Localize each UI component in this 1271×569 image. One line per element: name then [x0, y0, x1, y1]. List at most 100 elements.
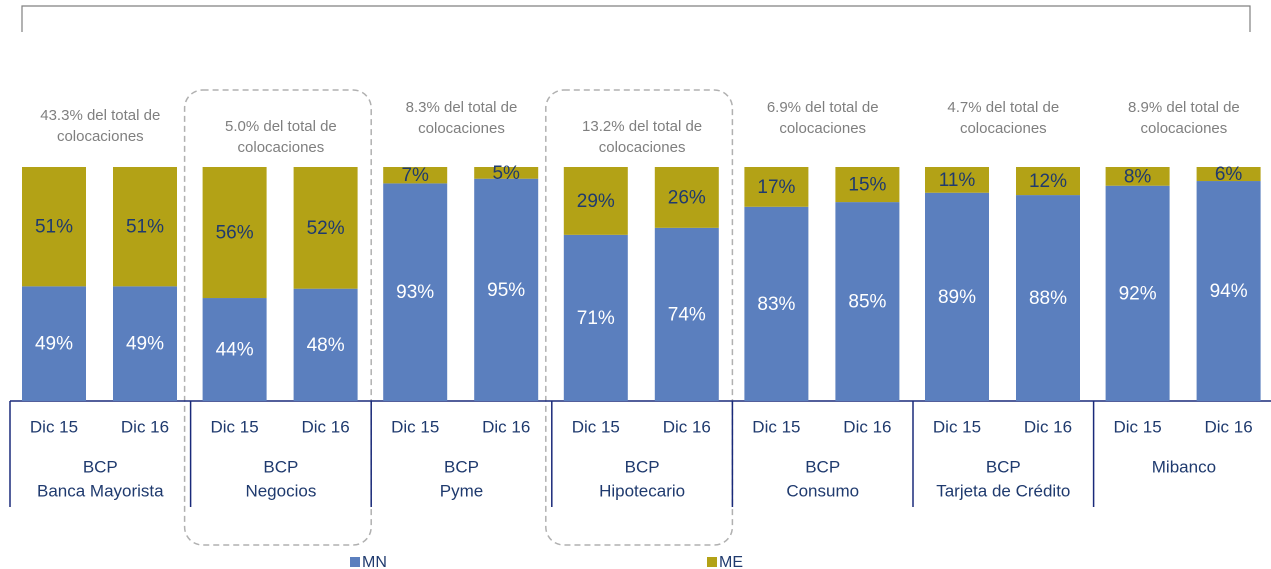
value-label: 6%: [1215, 164, 1243, 185]
bar-segment: [383, 167, 448, 184]
value-label: 83%: [757, 294, 795, 315]
bar-segment: [1016, 167, 1080, 196]
bar-segment: [383, 183, 448, 401]
x-tick-label: Dic 15: [572, 417, 620, 436]
bar-segment: [293, 167, 358, 289]
bar-segment: [654, 227, 719, 401]
bar-segment: [744, 167, 809, 207]
group-label: Consumo: [786, 481, 859, 500]
share-annotation: 4.7% del total de: [947, 99, 1059, 116]
share-annotation: colocaciones: [599, 139, 686, 156]
bar-segment: [1196, 167, 1261, 182]
value-label: 49%: [126, 334, 164, 355]
x-tick-label: Dic 16: [663, 417, 711, 436]
value-label: 52%: [307, 218, 345, 239]
bar-segment: [202, 167, 267, 299]
bar-segment: [293, 288, 358, 401]
value-label: 7%: [401, 165, 429, 186]
group-label: Pyme: [440, 481, 483, 500]
bar-segment: [202, 298, 267, 401]
group-label: Tarjeta de Crédito: [936, 481, 1070, 500]
value-label: 94%: [1210, 281, 1248, 302]
share-annotation: 43.3% del total de: [40, 107, 160, 124]
share-annotation: colocaciones: [779, 120, 866, 137]
value-label: 11%: [939, 170, 976, 191]
bar-segment: [1105, 185, 1170, 401]
bar-segment: [563, 234, 628, 401]
x-tick-label: Dic 16: [1024, 417, 1072, 436]
x-tick-label: Dic 15: [1114, 417, 1162, 436]
value-label: 71%: [577, 308, 615, 329]
bar-segment: [1016, 195, 1080, 401]
bar-segment: [563, 167, 628, 235]
bar-segment: [113, 286, 177, 401]
value-label: 12%: [1029, 171, 1067, 192]
group-label: BCP: [625, 457, 660, 476]
bar-segment: [925, 192, 989, 401]
share-annotation: 8.3% del total de: [406, 99, 518, 116]
x-tick-label: Dic 15: [391, 417, 439, 436]
x-tick-label: Dic 15: [211, 417, 259, 436]
group-label: BCP: [263, 457, 298, 476]
share-annotation: colocaciones: [1141, 120, 1228, 137]
share-annotation: 8.9% del total de: [1128, 99, 1240, 116]
value-label: 44%: [216, 340, 254, 361]
x-tick-label: Dic 16: [482, 417, 530, 436]
value-label: 85%: [848, 292, 886, 313]
value-label: 8%: [1124, 166, 1152, 187]
x-tick-label: Dic 16: [302, 417, 350, 436]
x-tick-label: Dic 16: [121, 417, 169, 436]
bar-segment: [474, 178, 539, 401]
bar-segment: [22, 167, 86, 287]
bar-segment: [1196, 181, 1261, 401]
bar-segment: [835, 202, 900, 401]
share-annotation: colocaciones: [960, 120, 1047, 137]
x-tick-label: Dic 15: [933, 417, 981, 436]
bar-segment: [113, 167, 177, 287]
value-label: 51%: [35, 217, 73, 238]
share-annotation: colocaciones: [418, 120, 505, 137]
value-label: 56%: [216, 223, 254, 244]
legend-label: ME: [719, 554, 743, 569]
bar-segment: [925, 167, 989, 193]
x-tick-label: Dic 16: [1205, 417, 1253, 436]
bracket: [21, 5, 1251, 32]
group-label: Hipotecario: [599, 481, 685, 500]
value-label: 5%: [492, 163, 520, 184]
highlight-box: [545, 89, 734, 546]
group-label: BCP: [805, 457, 840, 476]
bar-segment: [654, 167, 719, 228]
group-label: BCP: [986, 457, 1021, 476]
share-annotation: 13.2% del total de: [582, 118, 702, 135]
x-tick-label: Dic 15: [752, 417, 800, 436]
legend-swatch: [707, 557, 717, 567]
value-label: 93%: [396, 282, 434, 303]
bar-segment: [474, 167, 539, 179]
bar-segment: [835, 167, 900, 203]
group-label: Mibanco: [1152, 457, 1216, 476]
share-annotation: 5.0% del total de: [225, 118, 337, 135]
value-label: 74%: [668, 304, 706, 325]
group-label: Negocios: [245, 481, 316, 500]
value-label: 88%: [1029, 288, 1067, 309]
share-annotation: 6.9% del total de: [767, 99, 879, 116]
value-label: 95%: [487, 280, 525, 301]
value-label: 15%: [848, 175, 886, 196]
share-annotation: colocaciones: [57, 128, 144, 145]
bar-segment: [1105, 167, 1170, 186]
highlight-box: [183, 89, 372, 546]
x-tick-label: Dic 15: [30, 417, 78, 436]
legend-swatch: [350, 557, 360, 567]
value-label: 92%: [1119, 283, 1157, 304]
x-tick-label: Dic 16: [843, 417, 891, 436]
value-label: 26%: [668, 187, 706, 208]
value-label: 51%: [126, 217, 164, 238]
value-label: 49%: [35, 334, 73, 355]
value-label: 89%: [938, 287, 976, 308]
share-annotation: colocaciones: [238, 139, 325, 156]
group-label: BCP: [444, 457, 479, 476]
bar-segment: [22, 286, 86, 401]
group-label: BCP: [83, 457, 118, 476]
group-label: Banca Mayorista: [37, 481, 164, 500]
